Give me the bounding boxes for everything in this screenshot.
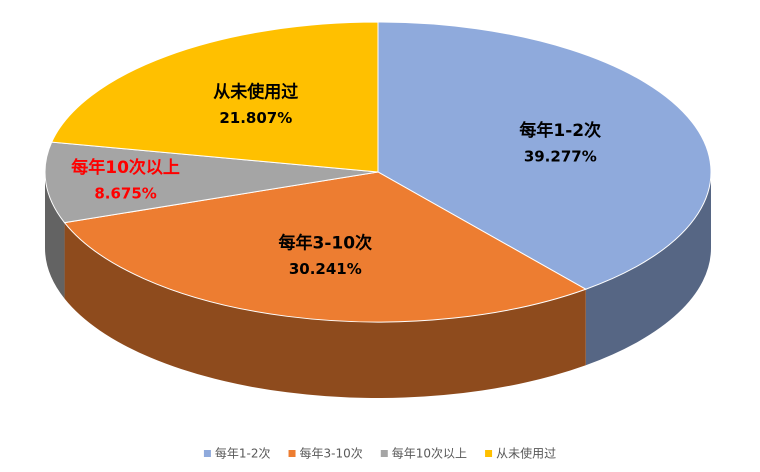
pie-slice xyxy=(377,21,712,290)
legend-label: 每年3-10次 xyxy=(300,446,363,461)
slice-value-label: 8.675% xyxy=(94,185,156,203)
pie-side xyxy=(64,222,586,399)
slice-label: 每年3-10次 xyxy=(279,233,373,254)
slice-label: 从未使用过 xyxy=(213,82,298,103)
slice-label: 每年10次以上 xyxy=(71,157,180,178)
pie-side xyxy=(585,172,711,366)
legend-label: 每年1-2次 xyxy=(215,446,271,461)
legend-swatch xyxy=(203,450,211,457)
legend-label: 每年10次以上 xyxy=(392,446,467,461)
legend-swatch xyxy=(485,450,493,457)
slice-value-label: 21.807% xyxy=(219,109,292,127)
legend-swatch xyxy=(380,450,388,457)
slice-label: 每年1-2次 xyxy=(519,120,601,141)
pie-slice xyxy=(63,171,587,323)
pie-slice xyxy=(50,21,379,173)
legend: 每年1-2次 每年3-10次 每年10次以上 从未使用过 xyxy=(203,446,556,461)
pie-slice xyxy=(44,141,379,224)
slice-value-label: 30.241% xyxy=(289,260,362,278)
legend-label: 从未使用过 xyxy=(496,446,556,461)
slice-value-label: 39.277% xyxy=(524,148,597,166)
legend-swatch xyxy=(288,450,296,457)
pie-side xyxy=(45,172,65,299)
